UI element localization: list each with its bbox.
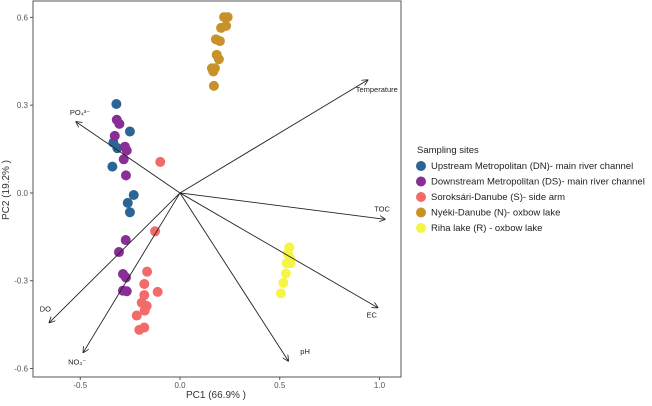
- data-point: [111, 98, 122, 109]
- legend-item: Upstream Metropolitan (DN)- main river c…: [416, 161, 633, 172]
- x-tick-label: 0.0: [174, 381, 186, 390]
- data-point: [208, 66, 219, 77]
- legend-label: Downstream Metropolitan (DS)- main river…: [431, 177, 645, 188]
- data-point: [114, 118, 125, 129]
- data-point: [121, 286, 132, 297]
- legend-swatch: [416, 176, 426, 187]
- legend-title: Sampling sites: [417, 145, 479, 156]
- data-point: [120, 170, 131, 181]
- legend-item: Riha lake (R) - oxbow lake: [416, 223, 542, 234]
- x-tick-label: 1.0: [374, 381, 386, 390]
- data-point: [118, 154, 129, 165]
- legend-item: Nyéki-Danube (N)- oxbow lake: [416, 207, 560, 219]
- data-point: [213, 54, 224, 65]
- loading-arrow: [49, 192, 181, 323]
- data-point: [152, 286, 163, 297]
- legend-swatch: [416, 223, 426, 233]
- loading-label: TOC: [374, 204, 390, 213]
- data-point: [155, 156, 166, 167]
- data-point: [216, 22, 227, 33]
- data-point: [280, 268, 291, 279]
- series-2: [109, 114, 132, 297]
- legend-swatch: [416, 207, 426, 218]
- loading-arrow: [179, 192, 378, 308]
- y-tick-label: 0.6: [17, 13, 29, 22]
- loading-arrow: [179, 80, 368, 194]
- data-point: [285, 258, 296, 269]
- legend-item: Soroksári-Danube (S)- side arm: [416, 192, 565, 203]
- y-tick-label: -0.3: [14, 277, 28, 286]
- x-axis-title: PC1 (66.9% ): [186, 390, 246, 401]
- data-point: [275, 288, 286, 299]
- legend-item: Downstream Metropolitan (DS)- main river…: [416, 176, 645, 188]
- legend-label: Riha lake (R) - oxbow lake: [431, 223, 542, 234]
- loading-arrow: [179, 192, 288, 361]
- legend-label: Upstream Metropolitan (DN)- main river c…: [431, 161, 633, 172]
- data-point: [124, 207, 135, 218]
- data-point: [112, 143, 123, 154]
- data-point: [142, 266, 153, 277]
- series-3: [131, 156, 166, 335]
- loading-label: NO₃⁻: [68, 357, 86, 366]
- loading-label: DO: [40, 305, 51, 314]
- legend: Sampling sites Upstream Metropolitan (DN…: [416, 145, 645, 234]
- series-4: [206, 12, 233, 91]
- data-point: [124, 126, 135, 137]
- y-axis-title: PC2 (19.2% ): [1, 160, 12, 220]
- data-point: [139, 278, 150, 289]
- data-point: [121, 145, 132, 156]
- loading-arrow: [83, 192, 181, 352]
- legend-swatch: [416, 161, 426, 171]
- data-point: [139, 290, 150, 301]
- x-tick-label: -0.5: [73, 381, 87, 390]
- data-point: [222, 12, 233, 23]
- y-tick-label: 0.0: [17, 189, 29, 198]
- data-point: [131, 310, 142, 321]
- data-point: [120, 235, 131, 246]
- legend-label: Soroksári-Danube (S)- side arm: [431, 192, 565, 203]
- loading-label: PO₄³⁻: [70, 108, 90, 117]
- data-point: [122, 197, 133, 208]
- data-point: [139, 322, 150, 333]
- legend-swatch: [416, 192, 426, 202]
- x-tick-label: 0.5: [274, 381, 286, 390]
- data-point: [150, 226, 161, 237]
- data-point: [113, 247, 124, 258]
- loading-label: Temperature: [356, 85, 398, 94]
- data-point: [214, 36, 225, 47]
- loading-label: EC: [366, 311, 377, 320]
- loading-arrow: [179, 192, 385, 219]
- data-point: [120, 272, 131, 283]
- data-point: [128, 189, 139, 200]
- data-point: [139, 305, 150, 316]
- loading-arrow: [76, 122, 181, 194]
- data-point: [109, 130, 120, 141]
- legend-label: Nyéki-Danube (N)- oxbow lake: [431, 208, 560, 219]
- loading-label: pH: [300, 347, 310, 356]
- data-point: [107, 161, 118, 172]
- y-tick-label: 0.3: [17, 101, 29, 110]
- data-point: [208, 80, 219, 91]
- data-point: [278, 277, 289, 288]
- y-tick-label: -0.6: [14, 365, 28, 374]
